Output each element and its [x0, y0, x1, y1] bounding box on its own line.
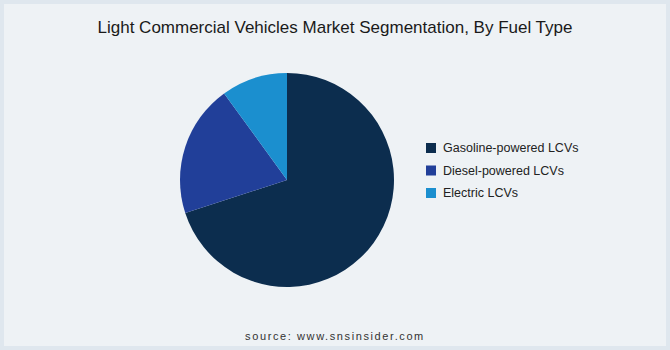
background	[4, 4, 666, 346]
legend: Gasoline-powered LCVs Diesel-powered LCVs…	[426, 141, 579, 200]
legend-swatch	[426, 166, 436, 176]
background-border	[0, 0, 670, 350]
chart-title: Light Commercial Vehicles Market Segment…	[98, 18, 573, 37]
chart-svg: Light Commercial Vehicles Market Segment…	[0, 0, 670, 350]
source-note: source: www.snsinsider.com	[245, 330, 425, 342]
legend-label: Electric LCVs	[443, 186, 518, 200]
legend-swatch	[426, 143, 436, 153]
legend-label: Gasoline-powered LCVs	[443, 141, 579, 155]
pie-slice	[224, 73, 287, 180]
pie-slices	[180, 73, 394, 287]
legend-swatch	[426, 188, 436, 198]
chart-frame: Light Commercial Vehicles Market Segment…	[0, 0, 670, 350]
legend-label: Diesel-powered LCVs	[443, 164, 564, 178]
